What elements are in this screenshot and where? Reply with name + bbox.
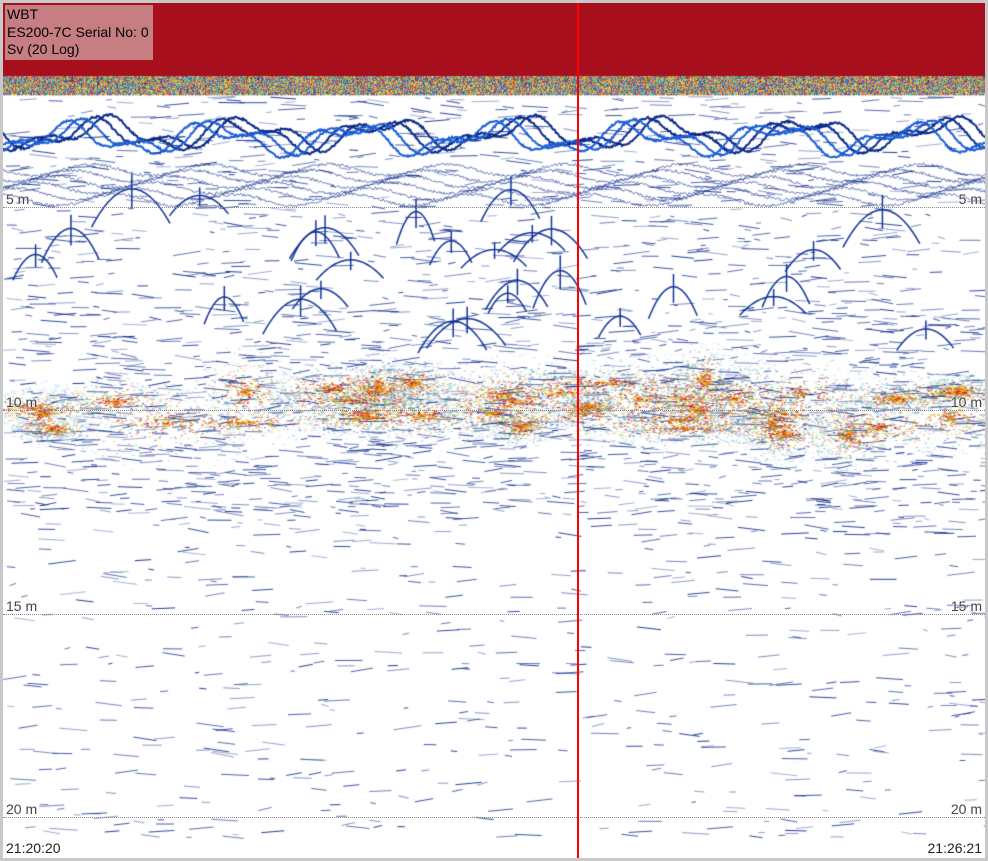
channel-info-overlay: WBT ES200-7C Serial No: 0 Sv (20 Log) [5,5,153,60]
echogram-window: 5 m 10 m 15 m 20 m 5 m 10 m 15 m 20 m 21… [0,0,988,861]
variable-label: Sv (20 Log) [7,41,149,59]
channel-type-label: WBT [7,6,149,24]
time-label-start: 21:20:20 [6,840,61,856]
echogram-canvas [3,3,985,858]
transducer-label: ES200-7C Serial No: 0 [7,24,149,42]
echogram-view[interactable] [3,3,985,858]
time-label-end: 21:26:21 [928,840,983,856]
